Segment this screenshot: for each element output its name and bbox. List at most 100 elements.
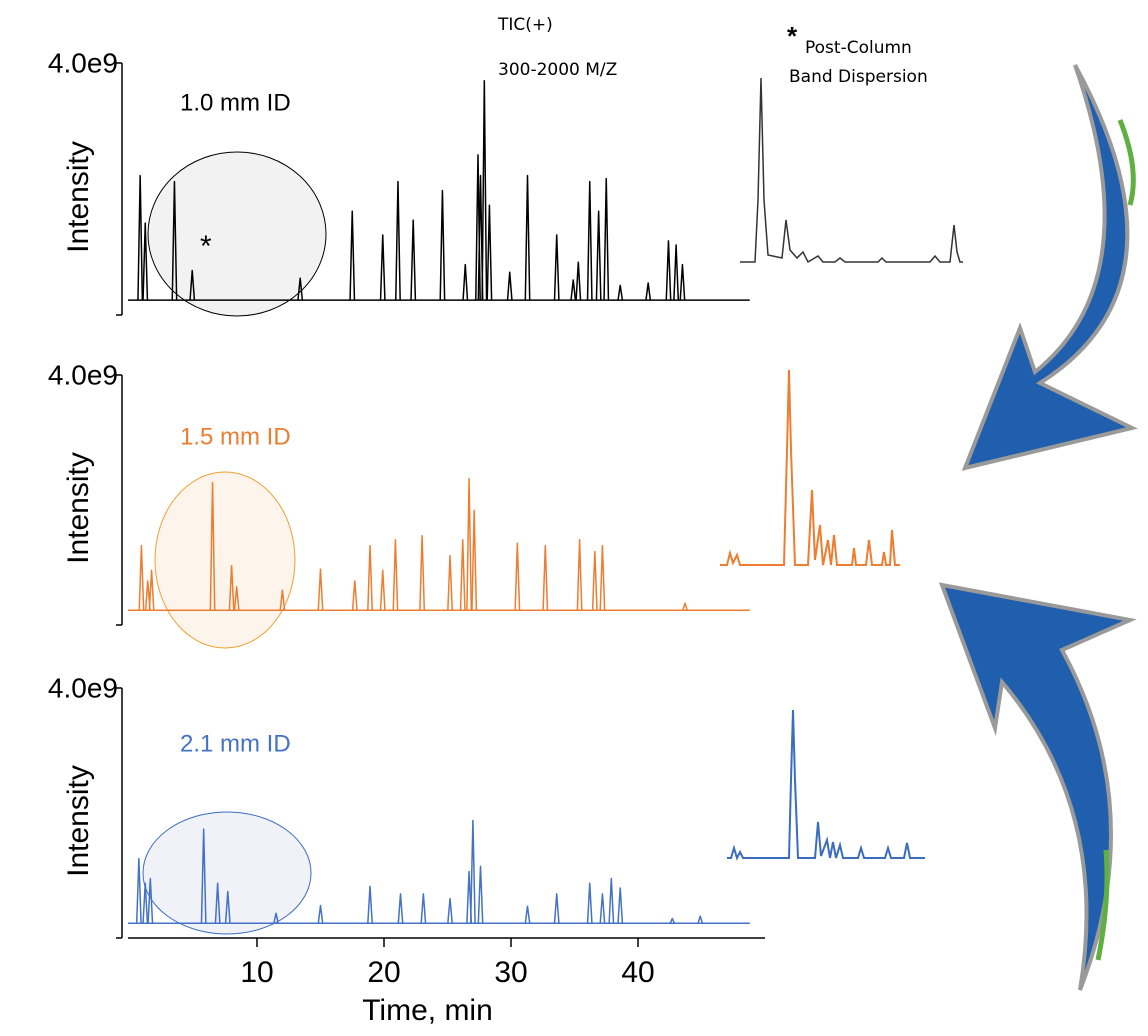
peak (595, 210, 602, 301)
peak (553, 893, 560, 924)
y-tick-label: 4.0e9 (48, 359, 118, 390)
peak (317, 568, 324, 611)
header-text: 300-2000 M/Z (498, 60, 617, 80)
peak (553, 234, 560, 301)
peak (608, 877, 615, 924)
peak (171, 180, 178, 301)
peak (224, 890, 231, 924)
panel-label: 1.0 mm ID (180, 89, 291, 116)
peak (599, 893, 606, 924)
highlight-circle (154, 471, 296, 649)
peak (147, 877, 154, 924)
peak (379, 569, 386, 611)
panel-label: 1.5 mm ID (180, 423, 291, 450)
annotation: * (200, 230, 212, 263)
peak (524, 905, 531, 924)
peak (142, 222, 149, 301)
peak (228, 564, 235, 611)
peak (591, 550, 598, 611)
arrow (938, 582, 1137, 991)
peak (189, 269, 196, 301)
y-tick-label: 4.0e9 (48, 672, 118, 703)
peak (395, 180, 401, 301)
peak (297, 277, 304, 301)
inset-trace (727, 709, 925, 861)
peak (617, 887, 624, 924)
peak (524, 174, 531, 301)
y-axis-label: Intensity (62, 765, 95, 877)
peak (397, 893, 404, 924)
peak (586, 180, 593, 301)
peak (142, 882, 149, 924)
x-tick-label: 30 (494, 956, 527, 989)
peak (439, 189, 446, 301)
peak (367, 544, 373, 611)
peak (138, 544, 145, 611)
peak (576, 538, 583, 611)
peak (471, 509, 478, 611)
peak (214, 882, 221, 924)
peak (477, 865, 484, 924)
peak (697, 915, 704, 924)
peak (447, 554, 453, 611)
inset-trace (720, 369, 900, 566)
peak (447, 897, 453, 924)
peak (466, 477, 473, 611)
peak (379, 234, 386, 301)
x-tick-label: 10 (240, 956, 273, 989)
arrow-accent (1095, 849, 1110, 961)
note-mark: * (787, 21, 798, 51)
peak (419, 534, 426, 611)
highlight-circle (142, 811, 312, 935)
panel-label: 2.1 mm ID (180, 730, 291, 757)
peak (137, 174, 144, 301)
peak (617, 284, 624, 301)
note-text: Post-Column (805, 38, 912, 58)
peak (481, 80, 488, 301)
arrow-accent (1117, 119, 1136, 206)
peak (679, 263, 686, 301)
peak (682, 602, 688, 611)
peak (645, 282, 652, 301)
peak (506, 271, 513, 301)
peak (148, 569, 155, 611)
peak (570, 279, 577, 301)
peak (367, 885, 373, 924)
y-axis-label: Intensity (62, 141, 95, 253)
peak (135, 857, 142, 924)
peak (542, 544, 549, 611)
peak (586, 882, 593, 924)
peak (462, 263, 469, 301)
y-tick-label: 4.0e9 (48, 47, 118, 78)
peak (209, 481, 216, 611)
peak (420, 893, 427, 924)
peak (669, 917, 676, 924)
note-text: Band Dispersion (789, 67, 928, 87)
peak (233, 586, 240, 611)
peak (392, 538, 399, 611)
peak (603, 177, 610, 301)
peak (486, 204, 493, 301)
peak (575, 261, 582, 301)
x-tick-label: 20 (367, 956, 400, 989)
peak (349, 210, 356, 301)
peak (673, 244, 680, 301)
x-axis-label: Time, min (362, 994, 493, 1027)
x-tick-label: 40 (621, 956, 654, 989)
arrow (961, 64, 1138, 471)
peak (273, 912, 279, 924)
peak (410, 219, 417, 301)
peak (599, 544, 606, 611)
peak (317, 904, 324, 924)
peak (279, 589, 286, 611)
peak (469, 819, 476, 924)
inset-trace (740, 77, 963, 264)
peak (200, 828, 207, 924)
peak (459, 538, 466, 611)
y-axis-label: Intensity (62, 452, 95, 564)
peak (514, 542, 521, 611)
header-text: TIC(+) (497, 15, 553, 35)
peak (665, 240, 672, 301)
peak (351, 580, 358, 611)
